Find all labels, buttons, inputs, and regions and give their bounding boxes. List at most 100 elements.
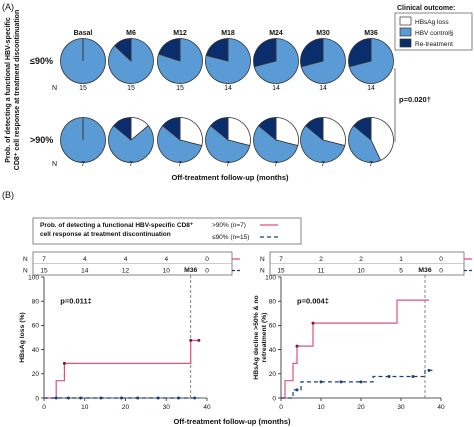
risk-table-value: 15 <box>277 268 285 275</box>
pie-slice-hbsag-loss <box>227 117 251 147</box>
pie-slice-re-treatment <box>210 117 229 141</box>
n-value: 15 <box>79 85 87 92</box>
x-tick-label: 30 <box>397 404 405 411</box>
risk-table-value: 15 <box>40 268 48 275</box>
n-label: N <box>52 85 57 92</box>
legend-b-series2-label: ≤90% (n=15) <box>212 234 249 241</box>
timepoint-label-m36: M36 <box>364 30 378 37</box>
n-value: 14 <box>319 85 327 92</box>
pie-slice-re-treatment <box>258 117 277 141</box>
km-censor-marker <box>295 388 299 392</box>
x-tick-label: 40 <box>437 404 445 411</box>
km-censor-marker <box>176 396 180 400</box>
x-tick-label: 30 <box>163 404 171 411</box>
km-panels: N 7 4 4 4 0N 15 14 12 10 00 10 20 30 40020406080100HBs… <box>19 251 472 411</box>
pie-grid: ≤90% >90% N N Basal M6 M12 M18 M24 M30 M36 15 15 15 14… <box>30 30 394 168</box>
x-tick-label: 40 <box>203 404 211 411</box>
km-censor-marker <box>193 396 197 400</box>
y-tick-label: 80 <box>269 299 277 306</box>
pie-slice-re-treatment <box>305 117 324 141</box>
risk-table-value: 0 <box>205 268 209 275</box>
pie-slice-re-treatment <box>113 117 132 141</box>
km-series-line-le90 <box>281 369 433 399</box>
km-censor-marker <box>359 380 363 384</box>
x-tick-label: 0 <box>279 404 283 411</box>
timepoint-label-basal: Basal <box>74 30 93 37</box>
risk-table-value: 4 <box>124 256 128 263</box>
n-value: 7 <box>321 161 325 168</box>
km-ylabel-line: HBsAg decline >50% & no <box>253 295 260 379</box>
km-censor-marker <box>311 321 315 325</box>
y-tick-label: 40 <box>269 347 277 354</box>
km-censor-marker <box>136 396 140 400</box>
group-label-gt90: >90% <box>30 135 53 145</box>
y-tick-label: 0 <box>272 395 276 402</box>
n-value: 7 <box>178 161 182 168</box>
risk-table-header: N <box>23 268 28 275</box>
risk-table-value: 12 <box>122 268 130 275</box>
n-value: 15 <box>127 85 135 92</box>
panel-a-ylabel-line1: Prob. of detecting a functional HBV-spec… <box>5 17 12 163</box>
risk-table-value: 11 <box>318 268 325 275</box>
panel-a-legend: Clinical outcome: HBsAg loss HBV control… <box>394 5 473 51</box>
km-censor-marker <box>189 338 193 342</box>
pie-slice-hbv-control <box>205 125 251 163</box>
pie-slice-re-treatment <box>114 38 132 62</box>
n-value: 15 <box>176 85 184 92</box>
legend-b-title-line1: Prob. of detecting a functional HBV-spec… <box>40 222 194 229</box>
km-ylabel-line: HBsAg loss (%) <box>19 312 26 363</box>
y-tick-label: 100 <box>28 274 39 281</box>
km-pvalue: p=0.004‡ <box>297 297 329 306</box>
legend-a-swatch-retreatment <box>399 38 412 48</box>
km-ylabel-line: retreatment (%) <box>261 313 268 363</box>
pie-slice-hbsag-loss <box>179 117 203 147</box>
n-value: 14 <box>224 85 232 92</box>
km-censor-marker <box>119 396 123 400</box>
legend-a-title: Clinical outcome: <box>397 5 455 12</box>
pie-slice-re-treatment <box>348 38 372 68</box>
km-censor-marker <box>411 374 415 378</box>
group-label-le90: ≤90% <box>30 56 53 66</box>
x-tick-label: 10 <box>81 404 89 411</box>
pie-slice-hbsag-loss <box>322 117 346 147</box>
timepoint-label-m30: M30 <box>316 30 330 37</box>
risk-table-value: 7 <box>279 256 283 263</box>
pie-slice-hbsag-loss <box>370 117 394 161</box>
n-value: 7 <box>274 161 278 168</box>
x-tick-label: 20 <box>122 404 130 411</box>
panel-a-xlabel: Off-treatment follow-up (months) <box>171 173 289 182</box>
y-tick-label: 0 <box>35 395 39 402</box>
pie-slice-hbv-control <box>253 125 299 163</box>
n-value: 14 <box>272 85 280 92</box>
pie-slice-hbv-control <box>108 125 154 163</box>
legend-a-item-hbv-control: HBV control§ <box>415 30 454 37</box>
km-censor-marker <box>62 361 66 365</box>
y-tick-label: 60 <box>269 323 277 330</box>
risk-table-value: 1 <box>399 256 403 263</box>
km-censor-marker <box>79 396 83 400</box>
pie-slice-re-treatment <box>300 38 324 68</box>
legend-a-box <box>394 12 473 51</box>
km-censor-marker <box>319 380 323 384</box>
pie-slice-hbv-control <box>157 125 203 163</box>
n-value: 7 <box>129 161 133 168</box>
m36-label: M36 <box>184 267 197 274</box>
pie-slice-hbv-control <box>348 125 382 163</box>
timepoint-label-m6: M6 <box>126 30 136 37</box>
n-value: 7 <box>81 161 85 168</box>
risk-table-header: N <box>23 256 28 263</box>
risk-table-value: 0 <box>439 256 443 263</box>
timepoint-label-m12: M12 <box>173 30 187 37</box>
panel-a-ylabel-line2: CD8⁺ cell response at treatment disconti… <box>14 10 21 170</box>
risk-table-value: 10 <box>357 268 365 275</box>
panel-b-legend: Prob. of detecting a functional HBV-spec… <box>32 217 302 245</box>
km-censor-marker <box>295 344 299 348</box>
km-censor-marker <box>387 374 391 378</box>
km-censor-marker <box>54 396 58 400</box>
km-censor-marker <box>427 368 431 372</box>
panel-a-pvalue: p=0.020† <box>399 95 431 104</box>
km-censor-marker <box>339 380 343 384</box>
legend-a-item-retreatment: Re-treatment <box>415 41 453 48</box>
y-tick-label: 20 <box>32 371 40 378</box>
